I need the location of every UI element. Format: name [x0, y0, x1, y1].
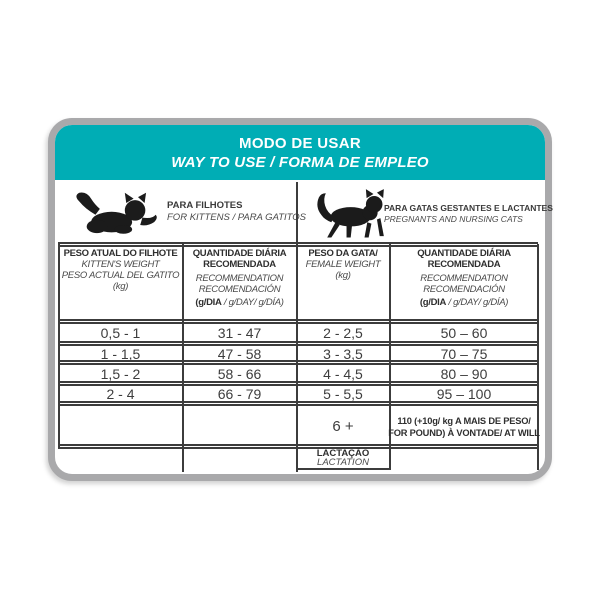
- qty-note-line2: FOR POUND) À VONTADE/ AT WILL: [388, 428, 540, 438]
- table-gridline: [182, 244, 184, 472]
- table-gridline: [58, 360, 538, 365]
- col-title: RECOMENDADA: [203, 259, 276, 270]
- col-sub: PESO ACTUAL DEL GATITO: [61, 270, 180, 281]
- table-cell-kitten-weight: 1,5 - 2: [100, 366, 141, 382]
- table-cell-lactation: LACTAÇÃO LACTATION: [299, 447, 387, 468]
- col-unit: (kg): [335, 270, 351, 281]
- table-gridline: [58, 242, 538, 247]
- table-left-border: [58, 244, 60, 447]
- table-gridline: [58, 444, 538, 449]
- table-gridline: [389, 244, 391, 470]
- table-gridline: [58, 319, 538, 324]
- table-cell-kitten-weight: 1 - 1,5: [100, 346, 141, 362]
- qty-note-line1: 110 (+10g/ kg A MAIS DE PESO/: [397, 416, 531, 426]
- table-gridline: [297, 468, 389, 470]
- table-cell-kitten-qty: 66 - 79: [217, 386, 262, 402]
- table-cell-cat-weight: 3 - 3,5: [323, 346, 363, 362]
- kitten-section-label: PARA FILHOTES FOR KITTENS / PARA GATITOS: [167, 200, 306, 224]
- pregnant-cat-label: PARA GATAS GESTANTES E LACTANTES: [384, 203, 553, 213]
- col-header-kitten-weight: PESO ATUAL DO FILHOTE KITTEN'S WEIGHT PE…: [60, 248, 181, 316]
- col-unit: (kg): [112, 281, 129, 292]
- table-cell-cat-weight: 4 - 4,5: [323, 366, 363, 382]
- table-cell-kitten-qty: 47 - 58: [217, 346, 262, 362]
- col-sub: KITTEN'S WEIGHT: [81, 259, 160, 270]
- kitten-label-translated: FOR KITTENS / PARA GATITOS: [167, 212, 306, 223]
- col-title: QUANTIDADE DIÁRIA: [192, 248, 287, 259]
- table-right-border: [537, 244, 539, 470]
- table-cell-cat-qty: 50 – 60: [440, 325, 488, 341]
- col-header-cat-qty: QUANTIDADE DIÁRIA RECOMENDADA RECOMMENDA…: [392, 248, 536, 316]
- col-title: QUANTIDADE DIÁRIA: [417, 248, 511, 259]
- col-title: PESO DA GATA/: [308, 248, 378, 259]
- table-cell-kitten-weight: 0,5 - 1: [100, 325, 141, 341]
- col-title: RECOMENDADA: [427, 259, 501, 270]
- table-cell-cat-weight: 5 - 5,5: [323, 386, 363, 402]
- col-sub: FEMALE WEIGHT: [305, 259, 381, 270]
- pregnant-cat-label-translated: PREGNANTS AND NURSING CATS: [384, 214, 523, 224]
- col-unit: (g/DIA / g/DAY/ g/DÍA): [195, 297, 284, 308]
- table-cell-kitten-qty: 58 - 66: [217, 366, 262, 382]
- table-cell-cat-qty: 70 – 75: [440, 346, 488, 362]
- table-cell-cat-qty: 95 – 100: [436, 386, 492, 402]
- cat-silhouette-icon: [312, 189, 388, 239]
- table-gridline: [58, 401, 538, 406]
- table-cell-cat-weight: 2 - 2,5: [323, 325, 363, 341]
- col-header-cat-weight: PESO DA GATA/ FEMALE WEIGHT (kg): [299, 248, 387, 316]
- page-title: MODO DE USAR: [239, 134, 361, 152]
- lactation-label-translated: LACTATION: [317, 457, 369, 468]
- pregnant-cat-section-label: PARA GATAS GESTANTES E LACTANTES PREGNAN…: [384, 203, 553, 225]
- col-sub: RECOMENDACIÓN: [423, 284, 505, 295]
- col-unit: (g/DIA / g/DAY/ g/DÍA): [419, 297, 509, 308]
- table-center-divider: [296, 182, 298, 472]
- col-sub: RECOMMENDATION: [195, 273, 284, 284]
- col-sub: RECOMMENDATION: [420, 273, 508, 284]
- table-cell-cat-weight-6plus: 6 +: [332, 417, 354, 435]
- col-sub: RECOMENDACIÓN: [198, 284, 281, 295]
- kitten-silhouette-icon: [72, 191, 160, 237]
- lactation-label: LACTAÇÃO: [316, 447, 370, 459]
- table-cell-kitten-qty: 31 - 47: [217, 325, 262, 341]
- col-header-kitten-qty: QUANTIDADE DIÁRIA RECOMENDADA RECOMMENDA…: [185, 248, 294, 316]
- kitten-label: PARA FILHOTES: [167, 200, 243, 211]
- table-cell-kitten-weight: 2 - 4: [106, 386, 135, 402]
- page-subtitle: WAY TO USE / FORMA DE EMPLEO: [171, 153, 429, 171]
- header-band: MODO DE USAR WAY TO USE / FORMA DE EMPLE…: [55, 125, 545, 180]
- table-gridline: [58, 341, 538, 346]
- table-cell-cat-qty: 80 – 90: [440, 366, 488, 382]
- table-gridline: [58, 381, 538, 386]
- col-title: PESO ATUAL DO FILHOTE: [63, 248, 178, 259]
- table-cell-cat-qty-6plus: 110 (+10g/ kg A MAIS DE PESO/ FOR POUND)…: [388, 412, 540, 442]
